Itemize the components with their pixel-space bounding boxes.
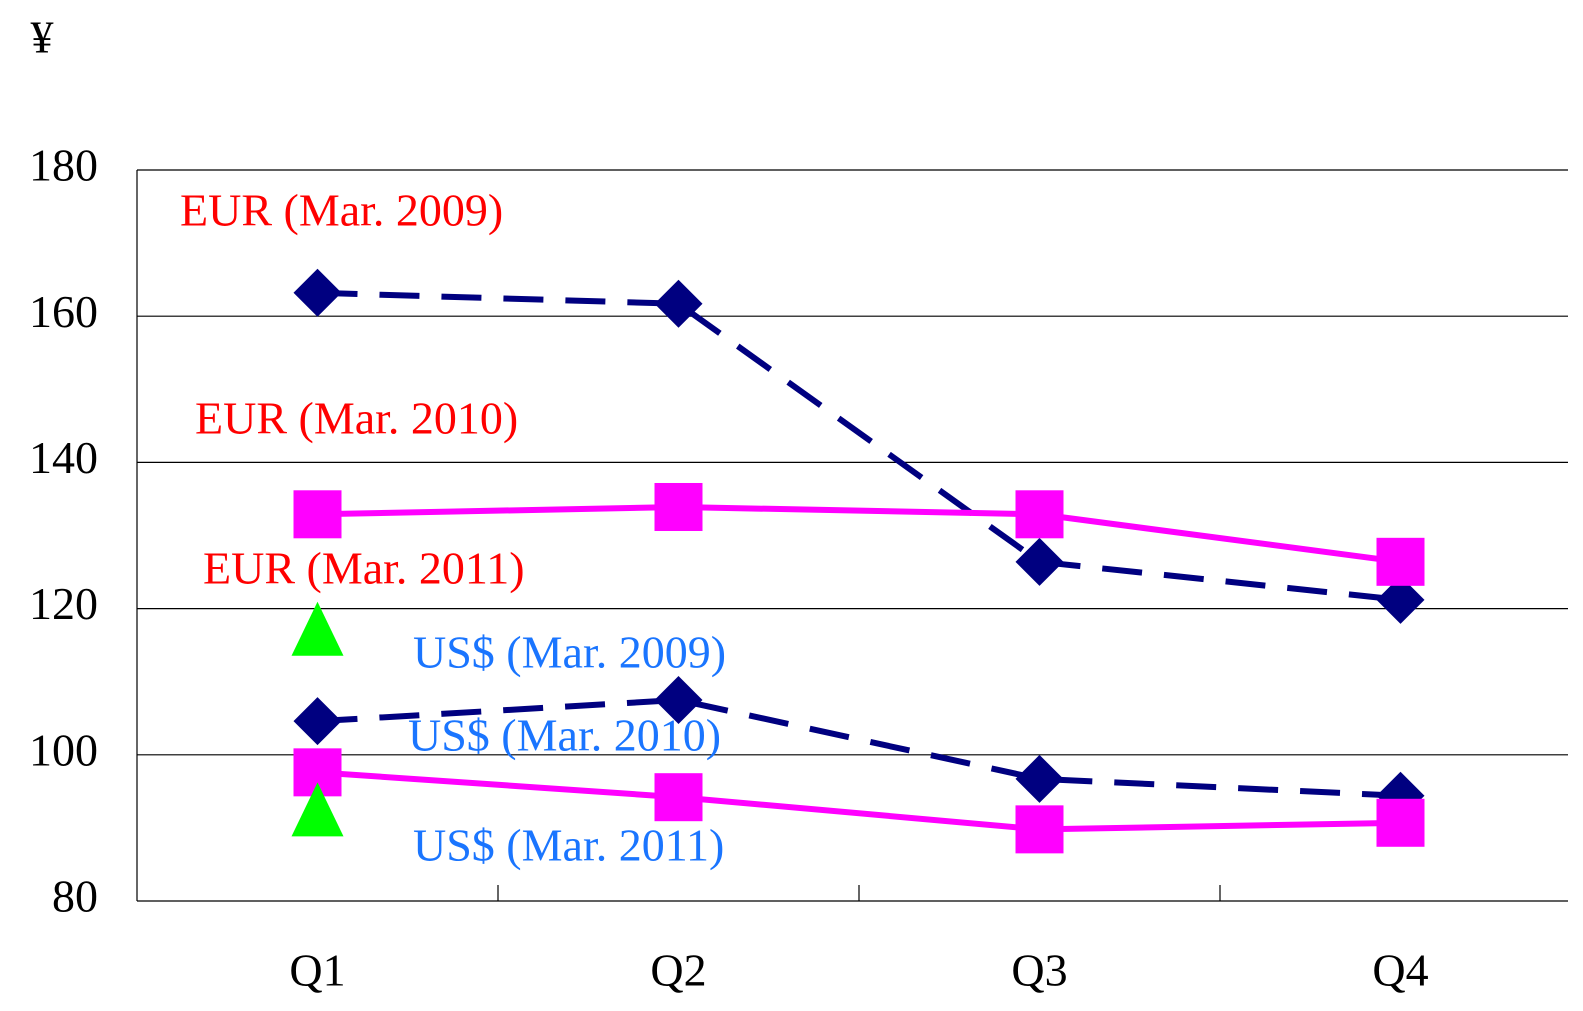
marker [1015, 537, 1064, 586]
marker [1015, 754, 1064, 803]
marker [1376, 798, 1425, 847]
marker [293, 697, 342, 746]
series-line [317, 289, 1401, 603]
x-tick-label: Q1 [289, 945, 345, 996]
x-tick-label: Q3 [1011, 945, 1067, 996]
y-tick-label: 80 [52, 871, 98, 922]
marker [654, 279, 703, 328]
y-tick-label: 140 [29, 432, 98, 483]
x-tick-label: Q4 [1372, 945, 1428, 996]
y-tick-label: 180 [29, 140, 98, 191]
marker [1376, 575, 1425, 624]
series-line [317, 769, 1401, 833]
marker [1376, 537, 1425, 586]
series-label: US$ (Mar. 2010) [408, 710, 721, 761]
series-line [317, 503, 1401, 565]
series-label: US$ (Mar. 2009) [413, 627, 726, 678]
y-tick-label: 160 [29, 286, 98, 337]
y-axis-label: ¥ [31, 12, 54, 63]
y-tick-label: 120 [29, 578, 98, 629]
marker [654, 675, 703, 724]
marker [1015, 490, 1064, 539]
series-label: EUR (Mar. 2009) [180, 185, 503, 236]
marker [293, 268, 342, 317]
marker [291, 782, 344, 837]
x-tick-label: Q2 [650, 945, 706, 996]
marker [654, 773, 703, 822]
marker [293, 490, 342, 539]
series-label: US$ (Mar. 2011) [413, 820, 724, 871]
series-label: EUR (Mar. 2010) [195, 393, 518, 444]
series-label: EUR (Mar. 2011) [203, 543, 525, 594]
marker [654, 482, 703, 531]
y-tick-label: 100 [29, 724, 98, 775]
marker [1015, 805, 1064, 854]
marker [291, 601, 344, 656]
